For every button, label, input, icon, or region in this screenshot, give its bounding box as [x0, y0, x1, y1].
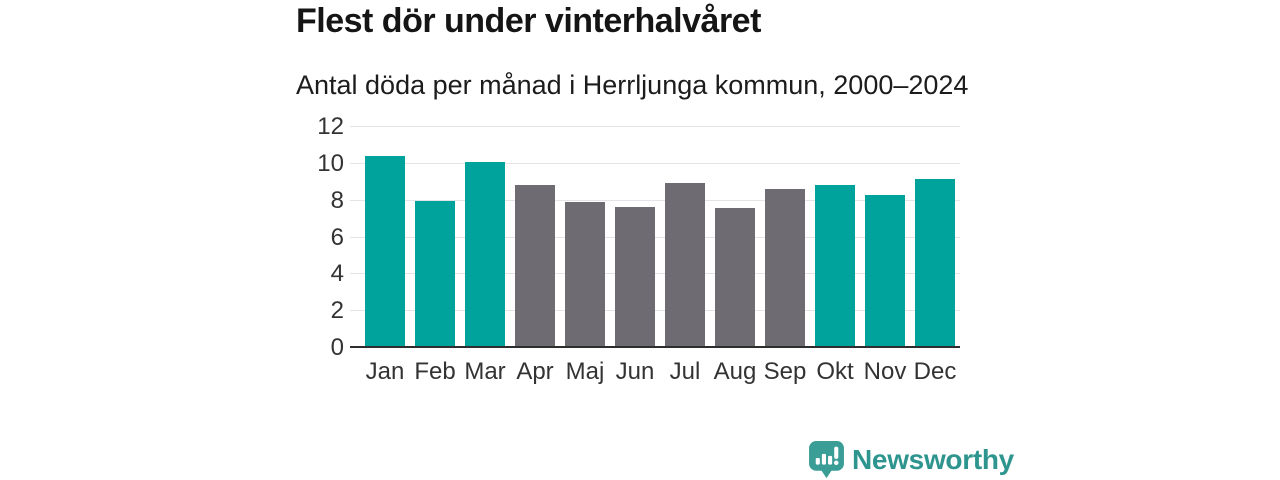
bar-aug	[715, 207, 755, 346]
x-axis-tick-feb: Feb	[414, 358, 456, 385]
y-axis-tick-6: 6	[330, 223, 344, 251]
y-axis-tick-2: 2	[330, 297, 344, 325]
gridline-8	[350, 199, 960, 201]
bar-dec	[915, 179, 955, 346]
newsworthy-logo-icon	[808, 440, 845, 479]
x-axis-tick-maj: Maj	[565, 358, 605, 385]
bar-mar	[465, 161, 505, 346]
bar-okt	[815, 184, 855, 346]
gridline-12	[350, 126, 960, 127]
y-axis-tick-12: 12	[317, 113, 344, 140]
bar-maj	[565, 202, 605, 346]
bar-jul	[665, 183, 705, 346]
newsworthy-logo-text: Newsworthy	[852, 443, 1014, 475]
x-axis-tick-sep: Sep	[763, 358, 807, 385]
y-axis-tick-4: 4	[330, 260, 344, 288]
bar-nov	[865, 194, 905, 346]
gridline-10	[350, 162, 960, 164]
x-axis-tick-apr: Apr	[516, 358, 554, 385]
gridline-4	[350, 273, 960, 275]
x-axis-tick-jan: Jan	[365, 358, 405, 385]
bar-feb	[415, 201, 455, 346]
x-axis-tick-okt: Okt	[816, 358, 854, 385]
newsworthy-logo: Newsworthy	[808, 440, 1014, 479]
plot-area	[350, 126, 960, 348]
bar-apr	[515, 184, 555, 346]
x-axis-tick-dec: Dec	[913, 358, 957, 385]
x-axis-tick-nov: Nov	[863, 358, 907, 385]
gridline-2	[350, 310, 960, 312]
x-axis-tick-jul: Jul	[669, 358, 701, 385]
y-axis-tick-8: 8	[330, 186, 344, 214]
x-axis-tick-mar: Mar	[464, 358, 506, 385]
bar-jun	[615, 206, 655, 346]
y-axis-tick-10: 10	[317, 149, 344, 177]
y-axis-tick-0: 0	[330, 334, 344, 361]
page-subtitle: Antal döda per månad i Herrljunga kommun…	[296, 70, 969, 100]
gridline-6	[350, 236, 960, 238]
x-axis-tick-aug: Aug	[713, 358, 757, 385]
bar-sep	[765, 188, 805, 346]
x-axis-tick-jun: Jun	[615, 358, 655, 385]
bar-jan	[365, 156, 405, 346]
page-title: Flest dör under vinterhalvåret	[296, 2, 761, 40]
